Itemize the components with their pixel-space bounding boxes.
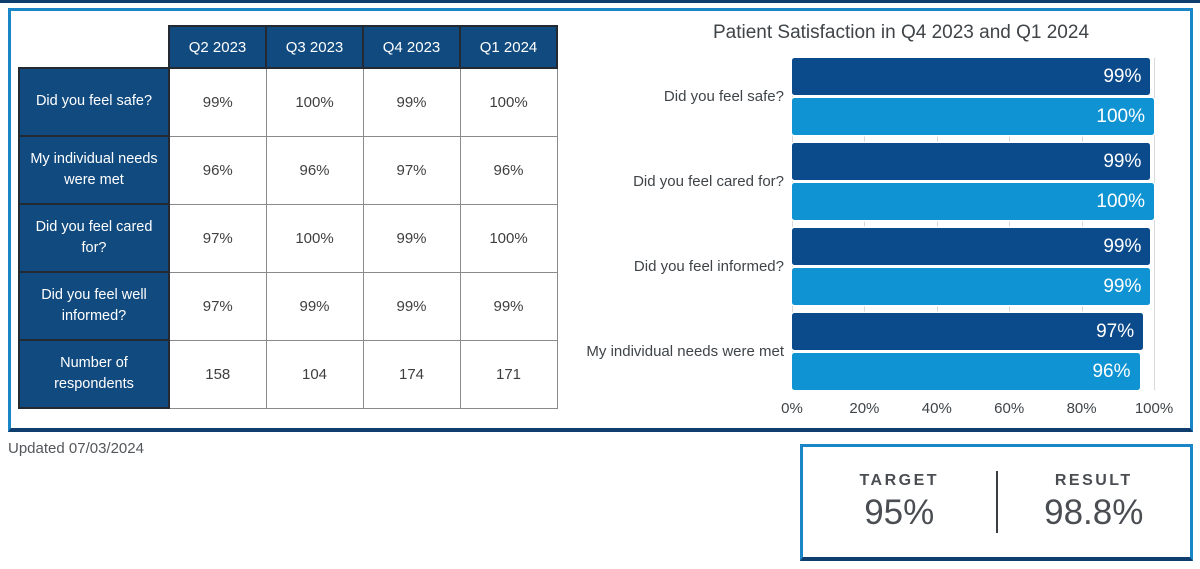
chart-title: Patient Satisfaction in Q4 2023 and Q1 2… — [712, 22, 1090, 43]
table-cell: 96% — [168, 135, 267, 205]
chart-category-label: My individual needs were met — [586, 342, 784, 360]
bar-value-label: 99% — [1103, 276, 1142, 297]
chart-bar-q4-2023: 97% — [792, 313, 1144, 350]
kpi-target-value: 95% — [864, 492, 935, 532]
report-panel: Q2 2023 Q3 2023 Q4 2023 Q1 2024 Did you … — [8, 8, 1193, 432]
x-axis-tick-label: 60% — [994, 400, 1025, 417]
table-row: My individual needs were met 96% 96% 97%… — [18, 135, 558, 205]
table-cell: 96% — [459, 135, 558, 205]
table-row: Number of respondents 158 104 174 171 — [18, 339, 558, 409]
satisfaction-table-wrap: Q2 2023 Q3 2023 Q4 2023 Q1 2024 Did you … — [18, 25, 558, 409]
chart-gridline — [1081, 58, 1083, 390]
table-cell: 99% — [168, 67, 267, 137]
x-axis-tick-label: 20% — [849, 400, 880, 417]
column-header-q2-2023: Q2 2023 — [168, 25, 267, 69]
satisfaction-table: Q2 2023 Q3 2023 Q4 2023 Q1 2024 Did you … — [18, 25, 558, 409]
bar-value-label: 99% — [1103, 151, 1142, 172]
bar-value-label: 97% — [1096, 321, 1135, 342]
chart-bar-q1-2024: 100% — [792, 98, 1154, 135]
chart-category-label: Did you feel informed? — [633, 257, 784, 275]
chart-bar-q4-2023: 99% — [792, 58, 1151, 95]
table-cell: 100% — [459, 67, 558, 137]
table-row: Did you feel well informed? 97% 99% 99% … — [18, 271, 558, 341]
table-row: Did you feel safe? 99% 100% 99% 100% — [18, 67, 558, 137]
chart-bar-q4-2023: 99% — [792, 143, 1151, 180]
kpi-divider — [995, 471, 998, 533]
bar-value-label: 100% — [1096, 106, 1145, 127]
bar-value-label: 100% — [1096, 191, 1145, 212]
row-label-well-informed: Did you feel well informed? — [18, 271, 170, 341]
chart-bar-q1-2024: 100% — [792, 183, 1154, 220]
row-label-respondents: Number of respondents — [18, 339, 170, 409]
chart-bar-q1-2024: 99% — [792, 268, 1151, 305]
updated-timestamp: Updated 07/03/2024 — [8, 440, 144, 457]
bar-value-label: 99% — [1103, 236, 1142, 257]
table-cell: 100% — [265, 67, 364, 137]
chart-gridline — [792, 58, 793, 390]
chart-bar-q4-2023: 99% — [792, 228, 1151, 265]
chart-category-label: Did you feel cared for? — [633, 172, 784, 190]
chart-bar-q1-2024: 96% — [792, 353, 1140, 390]
chart-gridline — [864, 58, 866, 390]
chart-gridline — [1154, 58, 1155, 390]
column-header-q4-2023: Q4 2023 — [362, 25, 461, 69]
x-axis-tick-label: 80% — [1066, 400, 1097, 417]
row-label-needs-met: My individual needs were met — [18, 135, 170, 205]
column-header-q3-2023: Q3 2023 — [265, 25, 364, 69]
row-label-cared-for: Did you feel cared for? — [18, 203, 170, 273]
table-header-row: Q2 2023 Q3 2023 Q4 2023 Q1 2024 — [19, 25, 558, 69]
table-cell: 171 — [459, 339, 558, 409]
table-cell: 96% — [265, 135, 364, 205]
table-cell: 99% — [362, 271, 461, 341]
kpi-result: RESULT 98.8% — [998, 472, 1191, 533]
table-cell: 100% — [265, 203, 364, 273]
satisfaction-bar-chart: Patient Satisfaction in Q4 2023 and Q1 2… — [11, 11, 1190, 428]
kpi-result-label: RESULT — [1054, 471, 1133, 489]
chart-gridline — [936, 58, 938, 390]
x-axis-tick-label: 40% — [921, 400, 952, 417]
table-cell: 99% — [362, 203, 461, 273]
table-cell: 99% — [459, 271, 558, 341]
table-cell: 97% — [362, 135, 461, 205]
table-cell: 97% — [168, 271, 267, 341]
top-divider-strip — [0, 0, 1200, 3]
table-cell: 158 — [168, 339, 267, 409]
bar-value-label: 96% — [1092, 361, 1131, 382]
kpi-result-value: 98.8% — [1044, 492, 1144, 532]
chart-category-label: Did you feel safe? — [663, 87, 784, 105]
row-label-safe: Did you feel safe? — [18, 67, 170, 137]
table-cell: 104 — [265, 339, 364, 409]
x-axis-tick-label: 100% — [1134, 400, 1174, 417]
kpi-box: TARGET 95% RESULT 98.8% — [800, 444, 1193, 561]
table-cell: 99% — [362, 67, 461, 137]
chart-gridline — [1009, 58, 1011, 390]
column-header-q1-2024: Q1 2024 — [459, 25, 558, 69]
bar-value-label: 99% — [1103, 66, 1142, 87]
x-axis-tick-label: 0% — [781, 400, 803, 417]
kpi-target: TARGET 95% — [803, 472, 996, 533]
table-row: Did you feel cared for? 97% 100% 99% 100… — [18, 203, 558, 273]
kpi-target-label: TARGET — [859, 471, 940, 489]
